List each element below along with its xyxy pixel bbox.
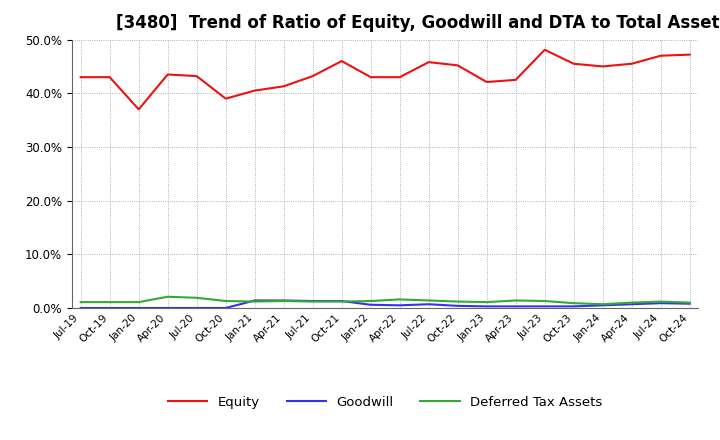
Deferred Tax Assets bbox=[366, 298, 375, 304]
Deferred Tax Assets bbox=[570, 301, 578, 306]
Goodwill bbox=[685, 301, 694, 306]
Goodwill bbox=[366, 302, 375, 308]
Deferred Tax Assets bbox=[221, 298, 230, 304]
Equity bbox=[279, 84, 288, 89]
Goodwill bbox=[541, 304, 549, 309]
Deferred Tax Assets bbox=[192, 295, 201, 301]
Deferred Tax Assets bbox=[251, 299, 259, 304]
Equity bbox=[366, 74, 375, 80]
Equity bbox=[76, 74, 85, 80]
Goodwill bbox=[76, 305, 85, 311]
Goodwill bbox=[192, 305, 201, 311]
Equity bbox=[163, 72, 172, 77]
Equity bbox=[511, 77, 520, 82]
Equity bbox=[685, 52, 694, 57]
Goodwill bbox=[627, 301, 636, 307]
Goodwill bbox=[657, 301, 665, 306]
Deferred Tax Assets bbox=[627, 300, 636, 305]
Equity bbox=[627, 61, 636, 66]
Deferred Tax Assets bbox=[541, 298, 549, 304]
Line: Deferred Tax Assets: Deferred Tax Assets bbox=[81, 297, 690, 304]
Equity bbox=[135, 107, 143, 112]
Deferred Tax Assets bbox=[308, 299, 317, 304]
Equity bbox=[570, 61, 578, 66]
Goodwill bbox=[221, 305, 230, 311]
Deferred Tax Assets bbox=[76, 300, 85, 305]
Deferred Tax Assets bbox=[105, 300, 114, 305]
Line: Goodwill: Goodwill bbox=[81, 301, 690, 308]
Goodwill bbox=[338, 298, 346, 304]
Deferred Tax Assets bbox=[454, 299, 462, 304]
Goodwill bbox=[482, 304, 491, 309]
Deferred Tax Assets bbox=[279, 298, 288, 304]
Equity bbox=[454, 63, 462, 68]
Deferred Tax Assets bbox=[598, 301, 607, 307]
Goodwill bbox=[163, 305, 172, 311]
Goodwill bbox=[251, 298, 259, 303]
Equity bbox=[482, 79, 491, 84]
Deferred Tax Assets bbox=[424, 298, 433, 303]
Equity bbox=[105, 74, 114, 80]
Deferred Tax Assets bbox=[482, 300, 491, 305]
Goodwill bbox=[279, 298, 288, 303]
Goodwill bbox=[135, 305, 143, 311]
Goodwill bbox=[424, 301, 433, 307]
Equity bbox=[251, 88, 259, 93]
Goodwill bbox=[395, 303, 404, 308]
Equity bbox=[598, 64, 607, 69]
Deferred Tax Assets bbox=[685, 300, 694, 305]
Deferred Tax Assets bbox=[135, 300, 143, 305]
Goodwill bbox=[454, 303, 462, 308]
Deferred Tax Assets bbox=[395, 297, 404, 302]
Text: [3480]  Trend of Ratio of Equity, Goodwill and DTA to Total Assets: [3480] Trend of Ratio of Equity, Goodwil… bbox=[116, 15, 720, 33]
Equity bbox=[308, 73, 317, 79]
Line: Equity: Equity bbox=[81, 50, 690, 110]
Goodwill bbox=[308, 298, 317, 304]
Deferred Tax Assets bbox=[657, 299, 665, 304]
Deferred Tax Assets bbox=[163, 294, 172, 299]
Equity bbox=[424, 59, 433, 65]
Equity bbox=[657, 53, 665, 59]
Legend: Equity, Goodwill, Deferred Tax Assets: Equity, Goodwill, Deferred Tax Assets bbox=[163, 391, 608, 414]
Goodwill bbox=[511, 304, 520, 309]
Goodwill bbox=[570, 304, 578, 309]
Equity bbox=[395, 74, 404, 80]
Goodwill bbox=[598, 303, 607, 308]
Equity bbox=[541, 47, 549, 52]
Equity bbox=[338, 59, 346, 64]
Equity bbox=[221, 96, 230, 101]
Deferred Tax Assets bbox=[338, 299, 346, 304]
Goodwill bbox=[105, 305, 114, 311]
Equity bbox=[192, 73, 201, 79]
Deferred Tax Assets bbox=[511, 298, 520, 303]
